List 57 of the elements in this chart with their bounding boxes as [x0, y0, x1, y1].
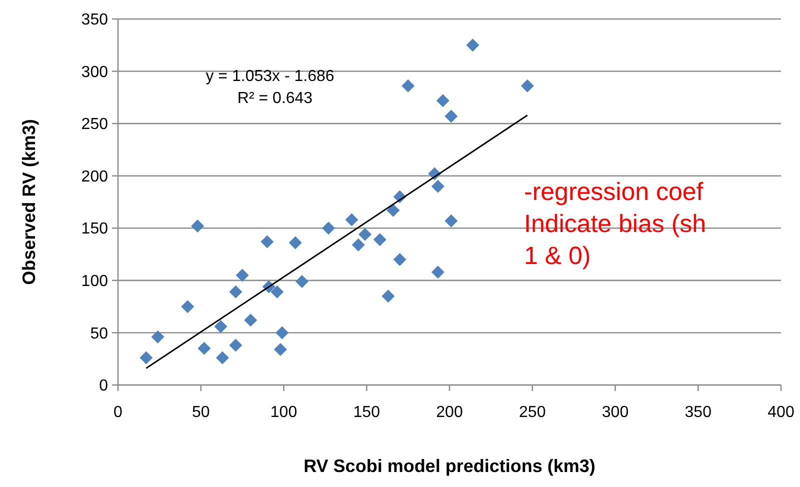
y-tick-label: 100: [81, 273, 108, 290]
x-tick-label: 350: [684, 404, 712, 421]
point: [191, 220, 204, 233]
point: [444, 110, 458, 123]
point: [436, 94, 450, 108]
point: [276, 326, 289, 340]
annotation: y = 1.053x - 1.686: [206, 68, 334, 85]
x-tick-label: 200: [436, 404, 463, 421]
point: [140, 351, 153, 364]
y-tick-label: 300: [81, 64, 108, 81]
x-tick-label: 400: [768, 404, 794, 421]
y-tick-label: 250: [81, 116, 108, 134]
x-tick-label: 150: [353, 404, 380, 421]
x-tick-label: 50: [192, 404, 210, 421]
point: [402, 79, 415, 92]
point: [322, 222, 336, 235]
y-tick-label: 50: [90, 325, 108, 342]
point: [358, 228, 372, 241]
point: [236, 268, 249, 282]
y-axis-title: Observed RV (km3): [19, 119, 39, 285]
point: [520, 79, 534, 92]
point: [214, 320, 228, 333]
x-tick-label: 0: [114, 404, 123, 421]
point: [444, 214, 458, 228]
point: [274, 342, 287, 356]
point: [352, 238, 365, 252]
point: [393, 253, 406, 266]
point: [345, 213, 358, 226]
point: [244, 314, 258, 327]
point: [229, 285, 242, 298]
point: [466, 38, 480, 52]
point: [431, 266, 444, 279]
point: [373, 233, 386, 246]
point: [382, 290, 395, 303]
point: [229, 338, 242, 352]
point: [198, 342, 211, 355]
point: [295, 274, 308, 288]
x-tick-label: 100: [270, 404, 298, 421]
point: [260, 235, 274, 248]
annotation: 1 & 0): [524, 242, 591, 270]
y-tick-label: 0: [99, 378, 108, 395]
point: [386, 204, 400, 217]
x-tick-label: 250: [519, 404, 546, 421]
y-tick-label: 200: [81, 168, 108, 186]
point: [181, 300, 194, 314]
annotation: Indicate bias (sh: [524, 210, 706, 238]
y-tick-label: 350: [81, 12, 108, 29]
point: [431, 180, 444, 193]
point: [151, 330, 164, 344]
annotation: -regression coef: [524, 178, 704, 206]
annotation: R² = 0.643: [237, 90, 313, 107]
point: [216, 351, 229, 364]
y-tick-label: 150: [81, 220, 108, 238]
x-tick-label: 300: [602, 404, 629, 421]
point: [270, 285, 284, 298]
point: [288, 236, 302, 250]
x-axis-title: RV Scobi model predictions (km3): [304, 456, 596, 476]
